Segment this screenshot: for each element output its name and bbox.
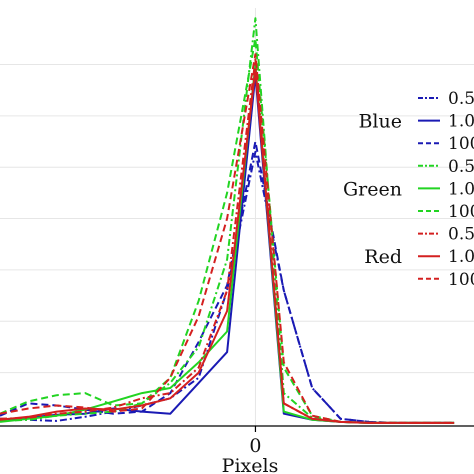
legend-entry-label: 100 xyxy=(448,270,474,290)
series-line-blue-100 xyxy=(0,140,455,424)
x-axis-label: Pixels xyxy=(222,455,279,474)
legend-group-label-red: Red xyxy=(364,246,402,268)
legend-entry-label: 1.0 xyxy=(448,112,474,132)
grid xyxy=(0,8,474,426)
series-line-blue-0-5 xyxy=(0,150,455,424)
legend-entry-label: 0.5 xyxy=(448,89,474,109)
x-ticks: 0 xyxy=(249,426,261,457)
series-line-green-100 xyxy=(0,37,455,424)
legend-group-label-blue: Blue xyxy=(358,111,402,133)
series-line-red-0-5 xyxy=(0,58,455,424)
legend-entry-label: 100 xyxy=(448,134,474,154)
series-line-red-100 xyxy=(0,53,455,424)
x-tick-label: 0 xyxy=(249,435,261,457)
legend-entry-label: 0.5 xyxy=(448,157,474,177)
legend: 0.51.01000.51.01000.51.0100BlueGreenRed xyxy=(343,89,474,290)
legend-entry-label: 0.5 xyxy=(448,225,474,245)
legend-entry-label: 1.0 xyxy=(448,247,474,267)
legend-group-label-green: Green xyxy=(343,178,402,200)
legend-entry-label: 100 xyxy=(448,202,474,222)
series-lines xyxy=(0,17,455,424)
legend-entry-label: 1.0 xyxy=(448,179,474,199)
